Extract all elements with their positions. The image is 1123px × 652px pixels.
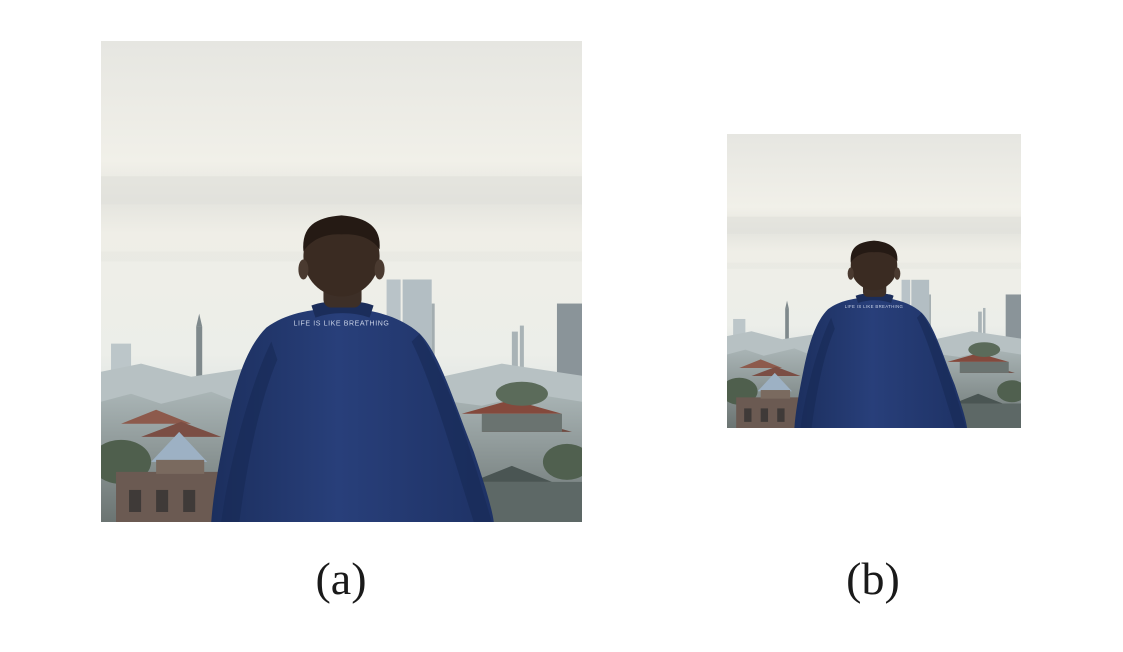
photo-panel-a: LIFE IS LIKE BREATHING (101, 41, 582, 522)
shirt-print-text: LIFE IS LIKE BREATHING (845, 304, 904, 309)
photo-panel-b: LIFE IS LIKE BREATHING (727, 134, 1021, 428)
caption-a: (a) (315, 553, 367, 604)
shirt-print-text: LIFE IS LIKE BREATHING (294, 321, 390, 328)
caption-b: (b) (846, 553, 900, 604)
city-view-photo: LIFE IS LIKE BREATHING (101, 41, 582, 522)
city-view-photo-cropped: LIFE IS LIKE BREATHING (727, 134, 1021, 428)
